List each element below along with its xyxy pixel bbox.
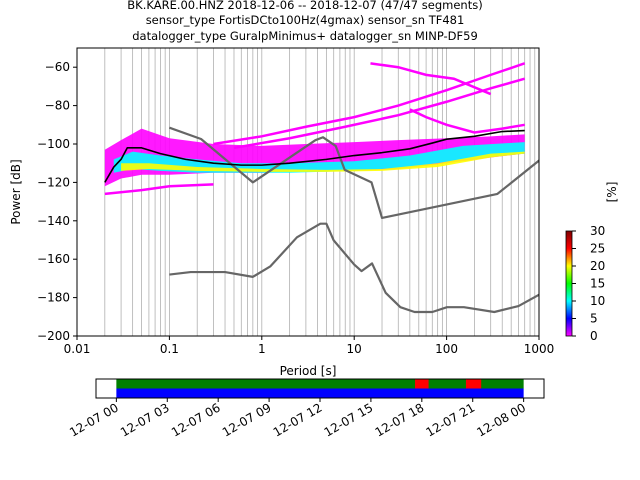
colorbar: 0 5 10 15 20 25 30 [%] xyxy=(565,182,619,343)
timeline-tick-label: 12-07 06 xyxy=(169,400,223,439)
x-tick-label: 10 xyxy=(347,342,362,356)
x-tick-label: 0.1 xyxy=(160,342,179,356)
lower-model-line xyxy=(169,222,539,314)
density-trace xyxy=(104,183,214,196)
y-tick-label: −120 xyxy=(37,175,70,189)
density-band xyxy=(121,151,525,172)
y-tick-label: −80 xyxy=(45,99,70,113)
timeline-segment xyxy=(116,388,524,398)
x-tick-label: 0.01 xyxy=(64,342,91,356)
title-line-3: datalogger_type GuralpMinimus+ datalogge… xyxy=(132,29,478,43)
colorbar-ticks: 0 5 10 15 20 25 30 xyxy=(572,224,605,343)
title-line-1: BK.KARE.00.HNZ 2018-12-06 -- 2018-12-07 … xyxy=(127,0,482,12)
psd-plot: 0.01 0.1 1 10 100 1000 −200 −180 −160 −140 −120 −1… xyxy=(9,47,555,378)
mode-line xyxy=(104,129,525,183)
y-axis-label: Power [dB] xyxy=(9,159,23,224)
y-tick-label: −160 xyxy=(37,252,70,266)
x-tick-label: 1000 xyxy=(524,342,555,356)
x-tick-label: 1 xyxy=(258,342,266,356)
timeline-tick-label: 12-07 12 xyxy=(271,400,325,439)
y-axis-ticks: −200 −180 −160 −140 −120 −100 −80 −60 xyxy=(37,60,77,343)
colorbar-label: [%] xyxy=(605,182,619,203)
noise-model-lines xyxy=(104,126,539,314)
y-tick-label: −180 xyxy=(37,291,70,305)
colorbar-tick-label: 25 xyxy=(590,242,605,256)
probability-density xyxy=(104,62,526,196)
colorbar-tick-label: 10 xyxy=(590,294,605,308)
timeline-segment xyxy=(116,379,524,389)
y-tick-label: −60 xyxy=(45,60,70,74)
title-line-2: sensor_type FortisDCto100Hz(4gmax) senso… xyxy=(146,13,465,27)
timeline-tick-label: 12-08 00 xyxy=(474,400,528,439)
timeline-gap xyxy=(465,379,482,389)
colorbar-tick-label: 15 xyxy=(590,277,605,291)
colorbar-tick-label: 30 xyxy=(590,224,605,238)
y-tick-label: −100 xyxy=(37,137,70,151)
colorbar-tick-label: 20 xyxy=(590,259,605,273)
timeline-tick-label: 12-07 15 xyxy=(322,400,376,439)
timeline-tick-label: 12-07 03 xyxy=(118,400,172,439)
x-tick-label: 100 xyxy=(435,342,458,356)
timeline-tick-label: 12-07 00 xyxy=(67,400,121,439)
figure-title: BK.KARE.00.HNZ 2018-12-06 -- 2018-12-07 … xyxy=(127,0,482,43)
plot-frame xyxy=(76,47,540,337)
colorbar-tick-label: 5 xyxy=(590,312,598,326)
y-tick-label: −200 xyxy=(37,329,70,343)
density-trace xyxy=(409,108,525,134)
density-trace xyxy=(233,77,526,150)
timeline-tick-label: 12-07 21 xyxy=(424,400,478,439)
density-trace xyxy=(213,62,526,146)
timeline-tick-label: 12-07 09 xyxy=(220,400,274,439)
colorbar-scale xyxy=(565,230,573,337)
timeline-bars xyxy=(116,379,524,398)
timeline-gap xyxy=(415,379,429,389)
density-trace xyxy=(370,62,492,96)
x-axis-ticks: 0.01 0.1 1 10 100 1000 xyxy=(64,336,555,356)
y-tick-label: −140 xyxy=(37,214,70,228)
upper-model-line xyxy=(169,126,539,220)
x-axis-label: Period [s] xyxy=(280,364,337,378)
vertical-grid xyxy=(76,48,536,336)
colorbar-tick-label: 0 xyxy=(590,329,598,343)
timeline-tick-label: 12-07 18 xyxy=(373,400,427,439)
